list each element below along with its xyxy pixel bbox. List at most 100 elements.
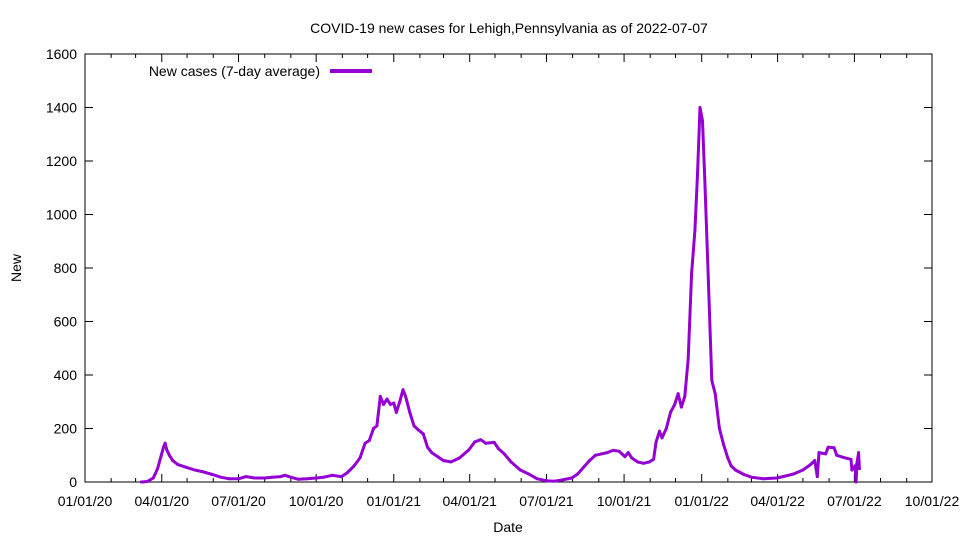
y-tick-label: 600	[54, 314, 78, 330]
data-point	[801, 468, 805, 472]
data-point	[151, 476, 155, 480]
data-point	[442, 459, 445, 463]
x-tick-label: 04/01/21	[442, 493, 497, 509]
data-point	[815, 475, 819, 479]
data-point	[219, 475, 223, 479]
y-tick-label: 0	[69, 474, 77, 490]
data-point	[817, 451, 821, 455]
x-tick-label: 07/01/20	[211, 493, 266, 509]
data-point	[849, 457, 853, 461]
data-point	[626, 451, 630, 455]
data-point	[690, 271, 694, 275]
data-point	[654, 440, 658, 444]
data-point	[570, 476, 574, 480]
data-point	[305, 477, 309, 481]
data-point	[253, 476, 257, 480]
data-point	[367, 439, 371, 442]
data-point	[352, 464, 356, 468]
y-tick-label: 800	[54, 260, 78, 276]
data-point	[696, 172, 699, 176]
data-point	[358, 456, 362, 460]
data-point	[430, 451, 434, 455]
data-point	[701, 119, 704, 123]
data-point	[404, 394, 408, 398]
data-point	[527, 472, 531, 476]
data-point	[673, 402, 677, 406]
y-tick-label: 1200	[46, 153, 77, 169]
data-point	[843, 456, 847, 460]
data-point	[210, 473, 214, 476]
y-tick-label: 1400	[46, 100, 77, 116]
data-point	[314, 476, 318, 480]
data-point	[436, 455, 440, 459]
x-tick-label: 10/01/22	[905, 493, 960, 509]
data-point	[165, 448, 169, 452]
y-tick-label: 1600	[46, 46, 77, 62]
y-tick-label: 1000	[46, 207, 77, 223]
data-point	[826, 445, 830, 449]
data-point	[545, 479, 548, 483]
data-point	[388, 402, 392, 406]
data-point	[693, 229, 697, 232]
data-point	[683, 394, 687, 398]
data-point	[642, 461, 645, 465]
data-point	[289, 475, 293, 479]
data-point	[783, 474, 787, 478]
data-point	[658, 429, 661, 433]
data-point	[726, 456, 730, 460]
data-point	[713, 392, 717, 396]
data-point	[330, 473, 334, 477]
data-point	[761, 477, 765, 481]
plot-frame	[84, 53, 933, 483]
data-point	[162, 445, 165, 449]
data-point	[750, 475, 753, 479]
data-point	[722, 443, 726, 447]
data-point	[664, 427, 668, 430]
data-point	[561, 478, 564, 482]
series-layer	[140, 106, 861, 484]
data-point	[792, 472, 796, 476]
data-point	[582, 465, 586, 469]
data-point	[636, 460, 640, 464]
legend: New cases (7-day average)	[149, 63, 372, 79]
data-point	[467, 448, 471, 452]
data-point	[850, 468, 854, 472]
data-point	[279, 475, 283, 479]
x-tick-label: 07/01/22	[827, 493, 882, 509]
data-point	[509, 460, 513, 464]
data-point	[809, 463, 812, 467]
data-point	[322, 475, 326, 479]
data-point	[270, 475, 274, 479]
data-point	[611, 448, 615, 452]
data-point	[647, 460, 651, 464]
x-axis-label: Date	[493, 519, 523, 535]
x-tick-label: 07/01/21	[519, 493, 574, 509]
data-point	[857, 467, 861, 471]
data-point	[669, 410, 672, 414]
data-point	[832, 446, 836, 450]
data-point	[184, 465, 188, 469]
data-point	[244, 475, 248, 479]
data-point	[227, 477, 231, 481]
data-point	[340, 475, 343, 479]
x-tick-label: 01/01/22	[674, 493, 729, 509]
data-point	[679, 405, 683, 409]
data-point	[729, 464, 733, 468]
data-point	[484, 441, 488, 445]
data-point	[854, 480, 858, 484]
data-point	[698, 106, 702, 109]
x-tick-label: 04/01/22	[750, 493, 805, 509]
data-point	[398, 400, 402, 404]
data-point	[576, 472, 580, 476]
data-point	[412, 424, 416, 428]
data-point	[163, 441, 167, 445]
data-point	[176, 463, 180, 467]
data-point	[599, 452, 603, 456]
data-point	[426, 445, 429, 449]
data-point	[617, 449, 621, 453]
data-point	[140, 480, 143, 484]
y-tick-label: 200	[54, 421, 78, 437]
data-point	[742, 473, 746, 476]
data-point	[145, 480, 149, 483]
